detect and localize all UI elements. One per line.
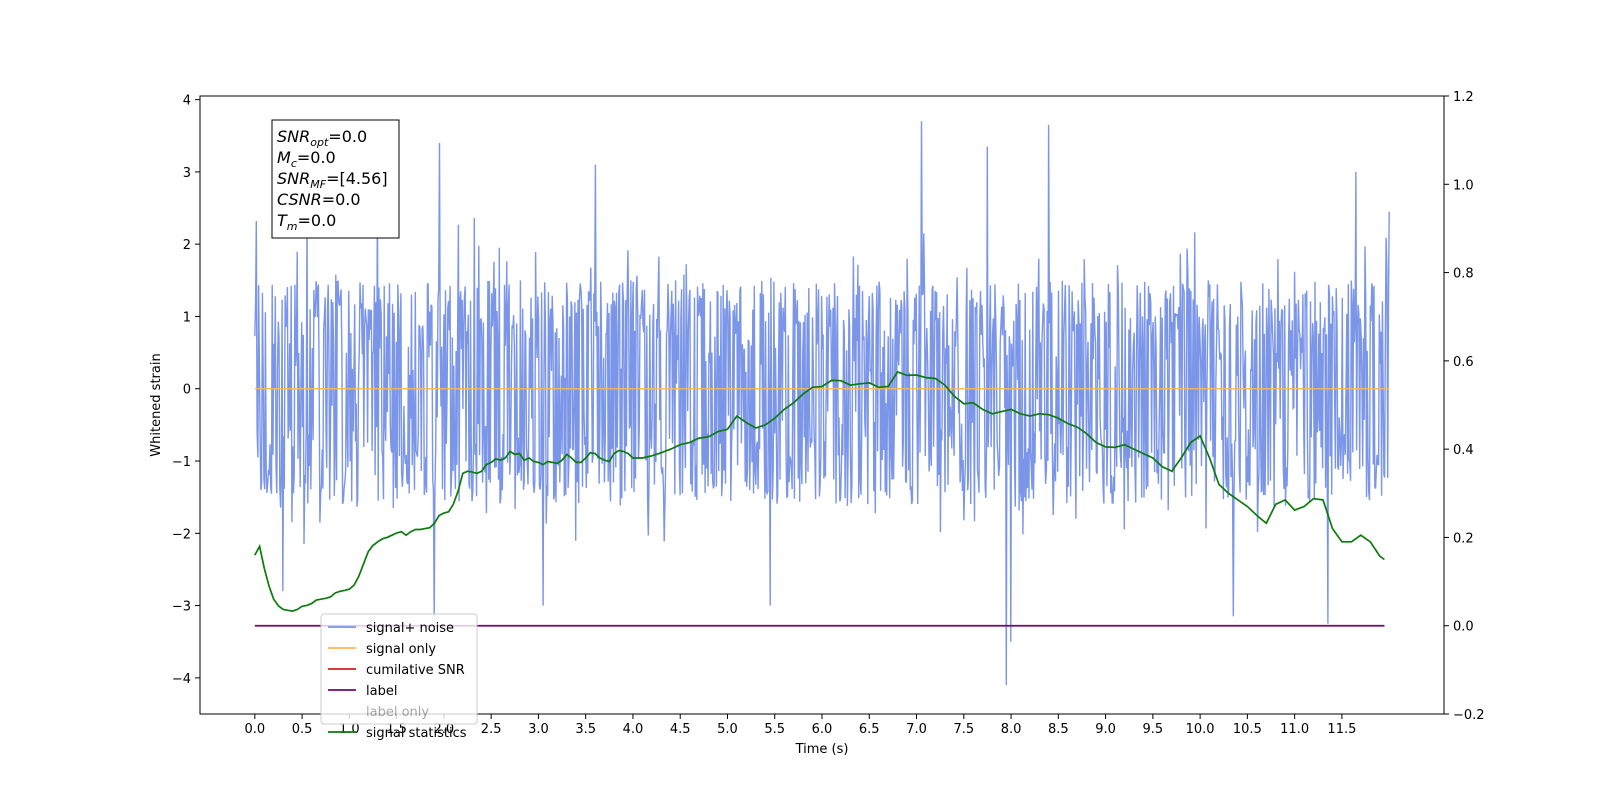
x-tick-label: 8.0	[1001, 722, 1022, 737]
x-tick-label: 1.0	[339, 722, 360, 737]
x-axis-label: Time (s)	[795, 742, 849, 757]
x-tick-label: 0.0	[244, 722, 265, 737]
y2-tick-label: 1.0	[1453, 178, 1474, 193]
y2-tick-label: 0.8	[1453, 267, 1474, 282]
y-tick-label: 2	[183, 238, 191, 253]
stats-line: Tm=0.0	[277, 211, 336, 233]
stats-line: SNRMF=[4.56]	[277, 169, 388, 191]
x-tick-label: 2.0	[434, 722, 455, 737]
x-tick-label: 8.5	[1048, 722, 1069, 737]
x-tick-label: 3.0	[528, 722, 549, 737]
y2-tick-label: 1.2	[1453, 90, 1474, 105]
legend-label: label	[366, 684, 397, 699]
x-tick-label: 1.5	[386, 722, 407, 737]
legend: signal+ noise signal only cumilative SNR la…	[320, 613, 478, 741]
y2-tick-label: 0.2	[1453, 531, 1474, 546]
y-tick-label: −4	[172, 672, 191, 687]
series-layer	[254, 121, 1390, 686]
x-tick-label: 11.0	[1280, 722, 1309, 737]
y-tick-label: −3	[172, 600, 191, 615]
y2-tick-label: −0.2	[1453, 708, 1485, 723]
x-tick-label: 9.0	[1095, 722, 1116, 737]
legend-label: signal statistics	[366, 726, 467, 741]
stats-line: SNRopt=0.0	[277, 127, 367, 149]
legend-label: label only	[366, 705, 429, 720]
x-tick-label: 4.0	[623, 722, 644, 737]
x-tick-label: 5.5	[764, 722, 785, 737]
y-tick-label: 4	[183, 94, 191, 109]
x-tick-label: 9.5	[1143, 722, 1164, 737]
legend-items: signal+ noise signal only cumilative SNR la…	[328, 621, 467, 741]
legend-label: signal+ noise	[366, 621, 454, 636]
legend-label: signal only	[366, 642, 436, 657]
x-tick-label: 7.5	[953, 722, 974, 737]
stats-box-frame	[271, 119, 400, 239]
y2-tick-label: 0.4	[1453, 443, 1474, 458]
y-tick-label: 1	[183, 310, 191, 325]
legend-frame	[320, 613, 478, 725]
x-tick-label: 2.5	[481, 722, 502, 737]
x-tick-label: 3.5	[575, 722, 596, 737]
x-tick-label: 10.5	[1233, 722, 1262, 737]
x-tick-label: 6.5	[859, 722, 880, 737]
stats-line: Mc=0.0	[277, 148, 336, 170]
stats-line: CSNR=0.0	[277, 190, 361, 209]
x-tick-label: 10.0	[1186, 722, 1215, 737]
x-tick-label: 5.0	[717, 722, 738, 737]
y-tick-label: 0	[183, 383, 191, 398]
x-tick-label: 0.5	[292, 722, 313, 737]
x-tick-label: 7.0	[906, 722, 927, 737]
legend-label: cumilative SNR	[366, 663, 465, 678]
signal-noise-line	[254, 121, 1390, 686]
x-tick-label: 6.0	[812, 722, 833, 737]
y-axis-label: Whitened strain	[149, 353, 164, 456]
y-tick-label: −1	[172, 455, 191, 470]
signal-statistics-line	[254, 370, 1385, 612]
y-tick-label: −2	[172, 527, 191, 542]
y-tick-label: 3	[183, 166, 191, 181]
y2-tick-label: 0.6	[1453, 355, 1474, 370]
y2-tick-label: 0.0	[1453, 620, 1474, 635]
ticks-layer: 0.0 0.5 1.0 1.5 2.0 2.5 3.0 3.5 4.0 4.5 5.0 5.5 6.0 6…	[172, 90, 1485, 737]
x-tick-label: 4.5	[670, 722, 691, 737]
x-tick-label: 11.5	[1327, 722, 1356, 737]
